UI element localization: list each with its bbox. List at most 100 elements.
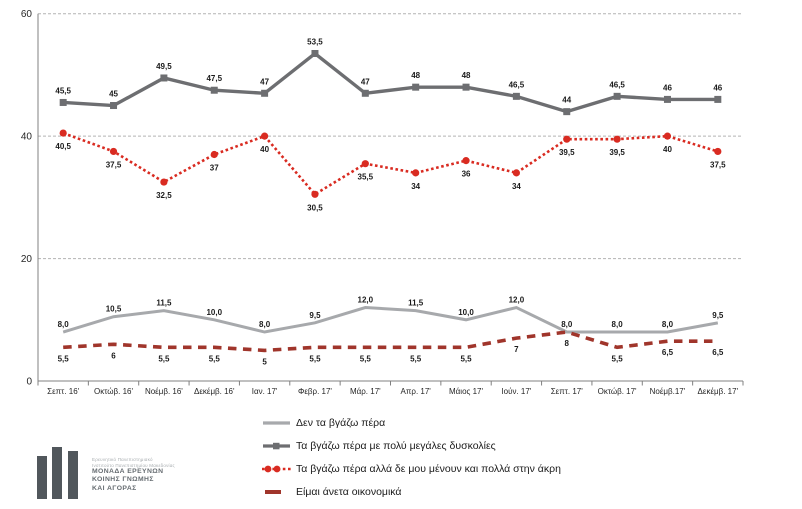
- data-label: 32,5: [156, 191, 172, 200]
- data-label: 45,5: [55, 86, 71, 95]
- data-point-marker: [663, 95, 671, 103]
- data-label: 40: [663, 145, 672, 154]
- logo-bar: [37, 456, 47, 499]
- data-point-marker: [361, 89, 369, 97]
- data-label: 5,5: [58, 354, 70, 363]
- data-label: 34: [411, 182, 420, 191]
- institute-name-line: Ινστιτούτο Πανεπιστημίου Μακεδονίας: [92, 462, 175, 468]
- data-point-marker: [714, 147, 722, 156]
- logo-bar: [68, 451, 78, 499]
- legend-item: Είμαι άνετα οικονομικά: [261, 480, 561, 503]
- legend-swatch-icon: [265, 489, 281, 494]
- chart-legend: Δεν τα βγάζω πέρα Τα βγάζω πέρα με πολύ μ…: [261, 411, 561, 503]
- y-tick-label: 60: [21, 9, 33, 20]
- data-point-marker: [462, 83, 470, 91]
- data-label: 37,5: [106, 160, 122, 169]
- data-label: 46,5: [509, 80, 525, 89]
- data-point-marker: [412, 169, 420, 177]
- data-label: 46,5: [609, 80, 625, 89]
- legend-label: Είμαι άνετα οικονομικά: [296, 485, 402, 498]
- data-label: 39,5: [609, 148, 625, 157]
- series-line: [63, 330, 718, 353]
- data-point-marker: [462, 157, 470, 165]
- data-label: 7: [514, 345, 519, 354]
- legend-label: Δεν τα βγάζω πέρα: [296, 416, 386, 429]
- unit-name-line: ΚΟΙΝΗΣ ΓΝΩΜΗΣ: [92, 476, 154, 484]
- data-label: 6: [111, 351, 116, 360]
- x-tick-label: Οκτώβ. 17': [598, 387, 637, 396]
- data-label: 36: [462, 170, 471, 179]
- data-label: 37,5: [710, 160, 726, 169]
- data-label: 10,0: [206, 308, 222, 317]
- data-label: 9,5: [309, 311, 321, 320]
- x-tick-label: Νοέμβ.17': [650, 387, 686, 396]
- logo-bars-icon: [37, 447, 84, 499]
- chart-svg: 0 20 40 60 Σεπτ. 16' Οκτώβ. 16' Νοέμβ. 16' Δεκέ…: [21, 9, 744, 396]
- data-label: 48: [462, 71, 471, 80]
- series-line: [62, 131, 719, 196]
- data-point-marker: [261, 89, 269, 97]
- data-point-marker: [210, 86, 218, 94]
- y-tick-label: 40: [21, 132, 33, 143]
- x-tick-label: Μάιος 17': [449, 387, 483, 396]
- legend-swatch-icon: [262, 465, 292, 472]
- legend-item: Δεν τα βγάζω πέρα: [261, 411, 561, 434]
- data-label: 39,5: [559, 148, 575, 157]
- data-point-marker: [714, 95, 722, 103]
- data-label: 8: [565, 339, 570, 348]
- unit-name-line: ΜΟΝΑΔΑ ΕΡΕΥΝΩΝ: [92, 468, 164, 475]
- data-point-marker: [512, 169, 520, 177]
- legend-item: Τα βγάζω πέρα με πολύ μεγάλες δυσκολίες: [261, 434, 561, 457]
- legend-label: Τα βγάζω πέρα αλλά δε μου μένουν και πολ…: [296, 462, 561, 475]
- data-point-marker: [663, 132, 672, 140]
- data-point-marker: [160, 178, 168, 186]
- data-point-marker: [210, 150, 218, 159]
- institute-name-line: Ερευνητικό Πανεπιστημιακό: [92, 457, 153, 462]
- legend-swatch-icon: [263, 420, 290, 425]
- data-label: 12,0: [358, 296, 374, 305]
- data-label: 5: [262, 357, 267, 366]
- data-label: 5,5: [209, 354, 221, 363]
- data-label: 47,5: [206, 74, 222, 83]
- legend-swatch-icon: [263, 442, 290, 449]
- data-point-marker: [613, 92, 621, 100]
- x-tick-label: Απρ. 17': [401, 387, 432, 396]
- data-label: 8,0: [662, 320, 674, 329]
- data-label: 35,5: [358, 173, 374, 182]
- data-label: 5,5: [460, 354, 472, 363]
- data-point-marker: [160, 74, 168, 82]
- data-label: 46: [663, 83, 672, 92]
- data-point-marker: [412, 83, 420, 91]
- line-chart-canvas: 0 20 40 60 Σεπτ. 16' Οκτώβ. 16' Νοέμβ. 16' Δεκέ…: [21, 9, 744, 396]
- data-label: 45: [109, 90, 118, 99]
- data-point-marker: [109, 147, 118, 156]
- data-label: 48: [411, 71, 420, 80]
- legend-label: Τα βγάζω πέρα με πολύ μεγάλες δυσκολίες: [296, 439, 496, 452]
- data-label: 5,5: [309, 354, 321, 363]
- data-label: 5,5: [158, 354, 170, 363]
- legend-item: Τα βγάζω πέρα αλλά δε μου μένουν και πολ…: [261, 457, 561, 480]
- data-label: 8,0: [58, 320, 70, 329]
- logo-text: Ερευνητικό Πανεπιστημιακό Ινστιτούτο Παν…: [92, 447, 175, 493]
- data-label: 47: [260, 77, 269, 86]
- data-label: 8,0: [561, 320, 573, 329]
- logo-bar: [52, 447, 62, 499]
- data-label: 47: [361, 77, 370, 86]
- data-point-marker: [563, 135, 571, 143]
- series-line: [62, 305, 719, 334]
- data-label: 53,5: [307, 37, 323, 46]
- data-point-marker: [563, 108, 571, 116]
- data-point-marker: [261, 132, 269, 140]
- data-point-marker: [110, 102, 118, 110]
- data-point-marker: [613, 135, 621, 143]
- data-point-marker: [59, 129, 67, 137]
- data-label: 5,5: [612, 354, 624, 363]
- x-tick-label: Σεπτ. 16': [47, 387, 80, 396]
- data-label: 44: [562, 96, 571, 105]
- data-label: 40: [260, 145, 269, 154]
- data-label: 9,5: [712, 311, 724, 320]
- data-label: 6,5: [712, 348, 724, 357]
- data-label: 34: [512, 182, 521, 191]
- x-tick-label: Οκτώβ. 16': [94, 387, 133, 396]
